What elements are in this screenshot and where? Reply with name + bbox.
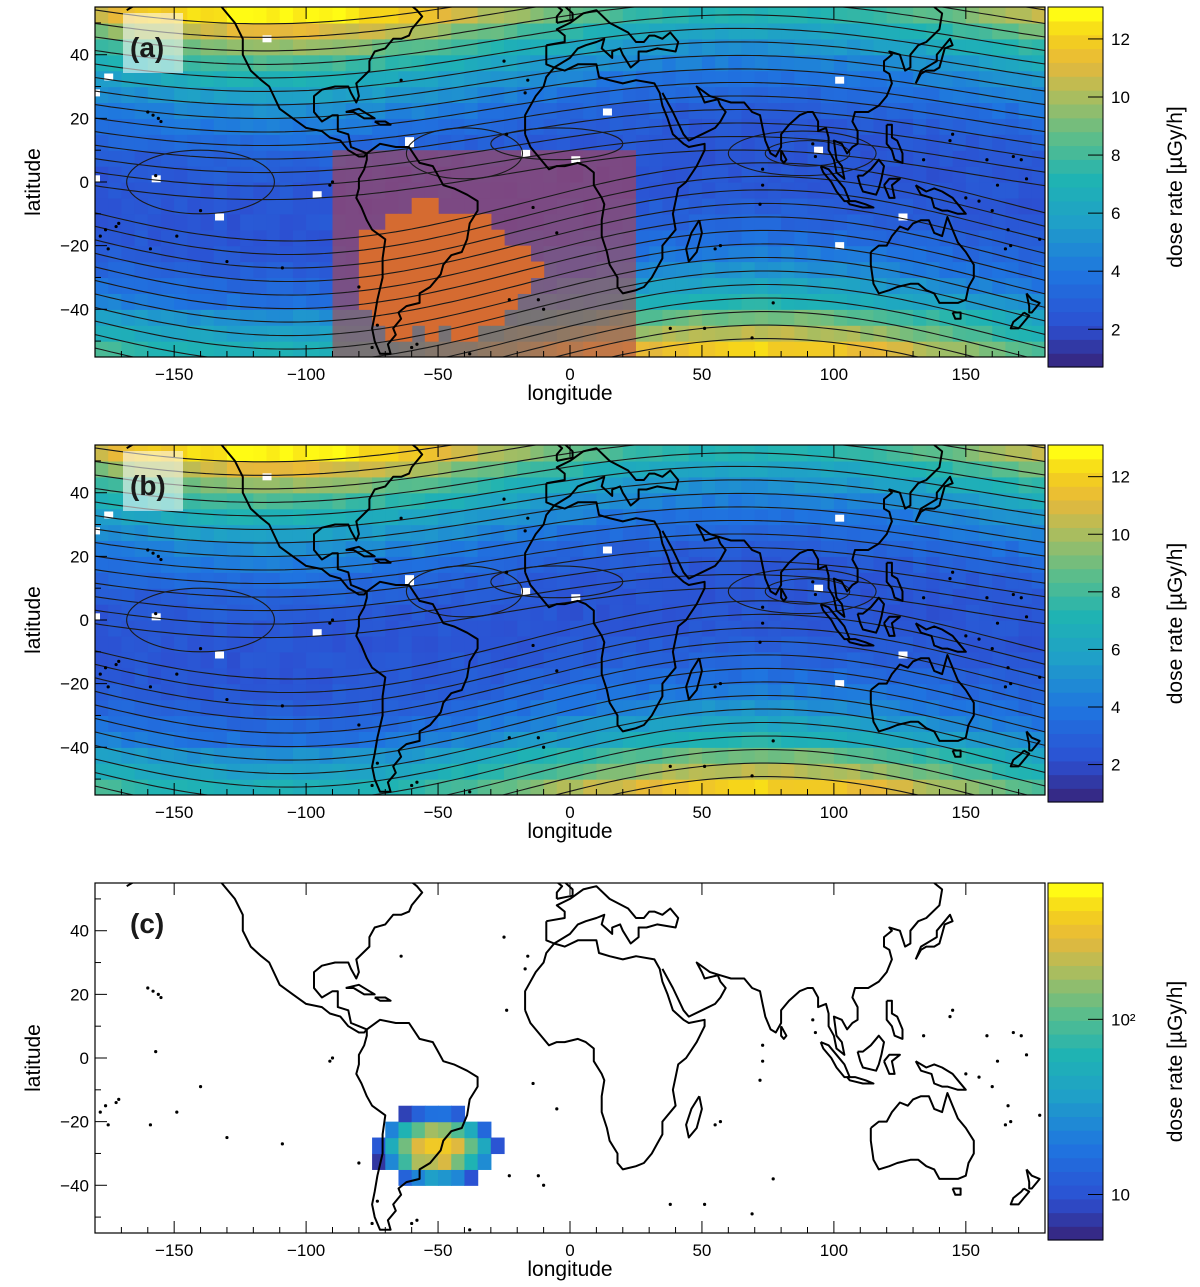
y-tick-label: −20 (60, 1113, 89, 1132)
x-tick-label: 0 (565, 1241, 574, 1260)
y-axis-label: latitude (22, 1024, 45, 1092)
x-axis: −150 −100 −50 0 50 100 150 (120, 7, 1020, 384)
y-tick-label: 0 (80, 1049, 89, 1068)
x-tick-label: 0 (565, 803, 574, 822)
x-tick-label: −50 (424, 365, 453, 384)
y-tick-label: 0 (80, 611, 89, 630)
y-tick-label: −40 (60, 1176, 89, 1195)
x-axis: −150 −100 −50 0 50 100 150 (120, 445, 1020, 822)
colorbar-tick-label: 10 (1111, 1186, 1130, 1205)
y-tick-label: 20 (70, 985, 89, 1004)
panel-a: (a) −150 −100 −50 0 50 100 150 longitude 40 20 0 −20… (22, 6, 1187, 405)
y-tick-label: 40 (70, 46, 89, 65)
x-tick-label: 0 (565, 365, 574, 384)
x-tick-label: 100 (820, 803, 848, 822)
x-tick-label: −100 (287, 365, 325, 384)
y-axis: 40 20 0 −20 −40 (60, 460, 107, 780)
x-tick-label: −50 (424, 1241, 453, 1260)
y-tick-label: 0 (80, 173, 89, 192)
y-tick-label: −20 (60, 237, 89, 256)
coastlines (98, 445, 1042, 794)
colorbar-tick-label: 6 (1111, 640, 1120, 659)
x-tick-label: −50 (424, 803, 453, 822)
colorbar-tick-label: 10 (1111, 88, 1130, 107)
panel-b: (b) −150 −100 −50 0 50 100 150 longitude 40 20 0 −20… (22, 444, 1187, 843)
panel-label: (a) (130, 32, 164, 63)
y-axis: 40 20 0 −20 −40 (60, 22, 107, 342)
x-tick-label: 100 (820, 365, 848, 384)
x-tick-label: −100 (287, 803, 325, 822)
x-tick-label: 50 (692, 365, 711, 384)
x-tick-label: 100 (820, 1241, 848, 1260)
colorbar-tick-label: 6 (1111, 204, 1120, 223)
x-tick-label: 150 (952, 1241, 980, 1260)
panel-label: (b) (130, 470, 166, 501)
colorbar-tick-label: 4 (1111, 698, 1120, 717)
colorbar-tick-label: 2 (1111, 756, 1120, 775)
map-area (95, 883, 1045, 1233)
colorbar-tick-label: 10 (1111, 525, 1130, 544)
x-tick-label: −150 (155, 1241, 193, 1260)
y-tick-label: −20 (60, 675, 89, 694)
x-tick-label: −150 (155, 365, 193, 384)
y-axis-label: latitude (22, 148, 45, 216)
coastlines (98, 7, 1042, 356)
panel-c: (c) −150 −100 −50 0 50 100 150 longitude 40 20 0 −20… (22, 882, 1187, 1281)
y-axis: 40 20 0 −20 −40 (60, 898, 107, 1218)
x-tick-label: 150 (952, 365, 980, 384)
colorbar: 2 4 6 8 10 12 (1047, 6, 1130, 368)
y-tick-label: 40 (70, 922, 89, 941)
x-tick-label: 150 (952, 803, 980, 822)
x-axis-label: longitude (527, 382, 612, 405)
dose-heatmap (95, 445, 1045, 795)
y-tick-label: −40 (60, 300, 89, 319)
colorbar-tick-label: 8 (1111, 146, 1120, 165)
colorbar-label: dose rate [µGy/h] (1164, 543, 1187, 705)
x-tick-label: 50 (692, 1241, 711, 1260)
colorbar-tick-label: 8 (1111, 583, 1120, 602)
x-axis-label: longitude (527, 1258, 612, 1281)
map-area (95, 7, 1045, 357)
map-area (95, 445, 1045, 795)
missing-bins (95, 35, 908, 250)
colorbar-tick-label: 12 (1111, 30, 1130, 49)
colorbar: 2 4 6 8 10 12 (1047, 444, 1130, 803)
colorbar-label: dose rate [µGy/h] (1164, 981, 1187, 1143)
x-tick-label: 50 (692, 803, 711, 822)
colorbar-tick-label: 4 (1111, 262, 1120, 281)
y-tick-label: −40 (60, 738, 89, 757)
colorbar-tick-label: 2 (1111, 320, 1120, 339)
colorbar: 10 10² (1047, 882, 1136, 1241)
colorbar-label: dose rate [µGy/h] (1164, 106, 1187, 268)
x-tick-label: −150 (155, 803, 193, 822)
colorbar-tick-label: 10² (1111, 1010, 1136, 1029)
colorbar-tick-label: 12 (1111, 468, 1130, 487)
y-tick-label: 40 (70, 484, 89, 503)
y-axis-label: latitude (22, 586, 45, 654)
missing-bins (95, 473, 908, 688)
x-axis: −150 −100 −50 0 50 100 150 (120, 883, 1020, 1260)
y-tick-label: 20 (70, 547, 89, 566)
x-tick-label: −100 (287, 1241, 325, 1260)
panel-label: (c) (130, 908, 164, 939)
y-tick-label: 20 (70, 109, 89, 128)
x-axis-label: longitude (527, 820, 612, 843)
coastlines (98, 883, 1042, 1232)
